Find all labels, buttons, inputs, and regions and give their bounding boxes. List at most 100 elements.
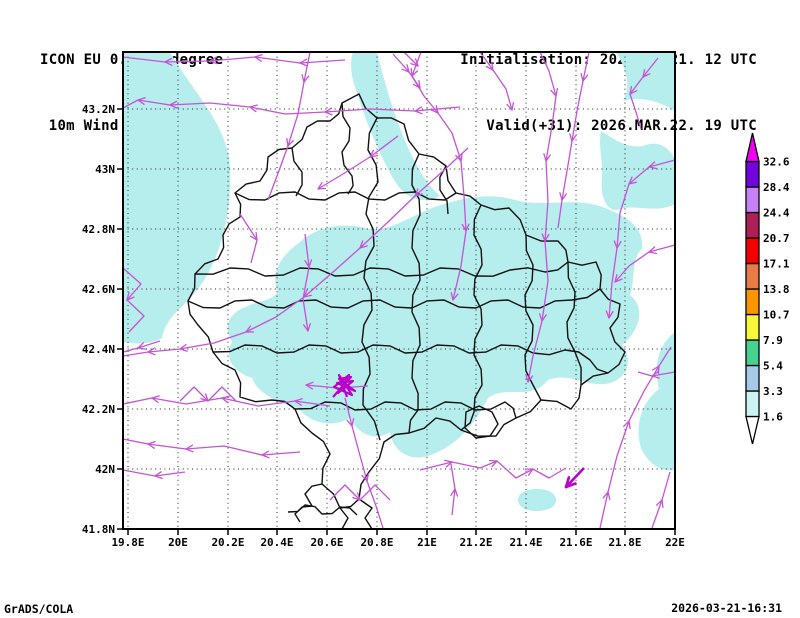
y-tick-label: 42.4N — [82, 343, 115, 356]
wind-arrowhead — [616, 240, 622, 249]
wind-arrowhead — [303, 75, 310, 83]
wind-arrowhead — [460, 152, 463, 162]
x-tick-label: 19.8E — [111, 536, 144, 549]
wind-arrowhead — [648, 161, 656, 168]
wind-arrowhead — [525, 374, 529, 383]
wind-arrowhead — [305, 381, 314, 386]
wind-arrowhead — [450, 292, 454, 301]
municipality-border — [464, 405, 499, 439]
wind-arrowhead — [411, 70, 419, 77]
streamline — [527, 51, 557, 383]
wind-arrowhead — [580, 73, 584, 82]
colorbar-level-label: 7.9 — [763, 334, 783, 347]
wind-arrowhead — [488, 459, 498, 462]
wind-arrowhead — [445, 461, 453, 468]
streamline — [403, 51, 419, 67]
municipality-border — [294, 401, 517, 419]
kosovo-outline — [187, 93, 626, 509]
wind-arrowhead — [346, 419, 353, 427]
wind-arrowhead — [613, 240, 618, 249]
wind-arrowhead — [261, 454, 270, 459]
wind-arrowhead — [648, 251, 658, 255]
wind-arrowhead — [571, 134, 578, 142]
wind-arrowhead — [444, 459, 453, 463]
neighbour-border — [339, 507, 349, 530]
streamline — [122, 438, 301, 456]
wind-arrowhead — [324, 107, 333, 113]
wind-arrowhead — [179, 343, 187, 350]
streamline — [122, 99, 461, 115]
x-tick-label: 20.6E — [310, 536, 343, 549]
y-tick-label: 41.8N — [82, 523, 115, 536]
streamline — [344, 397, 384, 529]
wind-arrowhead — [254, 53, 263, 58]
shaded-wind-regions — [123, 52, 675, 511]
streamline — [302, 233, 310, 332]
wind-arrowhead — [561, 193, 568, 201]
colorbar-level-label: 17.1 — [763, 258, 790, 271]
colorbar: 1.6 3.3 5.4 7.9 10.7 13.8 17.1 20.7 24.4 28.4 32.6 — [745, 132, 790, 445]
x-tick-label: 20E — [168, 536, 188, 549]
wind-arrowhead — [452, 293, 459, 301]
wind-arrowhead — [614, 274, 618, 283]
municipality-border — [212, 344, 609, 374]
wind-arrowhead — [126, 296, 135, 301]
wind-arrowhead — [607, 491, 611, 500]
colorbar-level-label: 5.4 — [763, 360, 783, 373]
colorbar-under-arrow — [745, 415, 760, 445]
colorbar-segment — [745, 364, 760, 392]
streamline — [479, 51, 513, 111]
admin-borders — [187, 93, 626, 530]
wind-arrowhead — [582, 74, 589, 82]
colorbar-segment — [745, 288, 760, 316]
streamline — [267, 51, 311, 201]
wind-streamlines — [122, 51, 676, 529]
wind-arrowhead — [154, 475, 163, 480]
municipality-border — [194, 261, 569, 277]
wind-arrowhead — [564, 476, 571, 489]
wind-arrowhead — [435, 105, 439, 114]
colorbar-level-label: 32.6 — [763, 156, 790, 169]
wind-arrowhead — [317, 182, 323, 190]
streamline — [614, 244, 676, 283]
wind-arrowhead — [286, 137, 289, 147]
wind-arrowhead — [608, 310, 614, 319]
colorbar-level-label: 10.7 — [763, 309, 790, 322]
wind-arrowhead — [414, 106, 423, 112]
wind-arrowhead — [544, 233, 550, 242]
wind-arrowhead — [543, 153, 547, 162]
neighbour-border — [287, 504, 358, 516]
streamline — [419, 460, 567, 479]
plot-frame — [122, 51, 676, 530]
wind-arrowhead — [410, 62, 419, 67]
x-tick-label: 21E — [417, 536, 437, 549]
shaded-region — [123, 52, 231, 344]
y-tick-label: 43N — [95, 163, 115, 176]
wind-arrowhead — [249, 104, 258, 108]
wind-arrowhead — [527, 468, 534, 476]
wind-arrowhead — [559, 192, 563, 201]
wind-arrowhead — [147, 443, 155, 449]
wind-arrowhead — [249, 106, 257, 113]
wind-arrowhead — [485, 65, 494, 71]
wind-arrowhead — [414, 193, 423, 197]
y-tick-label: 42N — [95, 463, 115, 476]
colorbar-level-label: 20.7 — [763, 232, 790, 245]
wind-arrowhead — [245, 325, 252, 333]
municipality-border — [460, 204, 483, 431]
shaded-region — [638, 332, 675, 471]
streamline — [651, 471, 671, 529]
colorbar-level-label: 1.6 — [763, 411, 783, 424]
wind-arrowhead — [629, 85, 633, 95]
wind-arrowhead — [301, 74, 305, 83]
wind-arrowhead — [414, 110, 423, 115]
wind-arrowhead — [412, 83, 421, 89]
wind-arrowhead — [299, 62, 308, 67]
wind-arrowhead — [185, 444, 194, 450]
wind-arrowhead — [545, 154, 552, 162]
valid-label: Valid(+31): 2026.MAR.22. 19 UTC — [486, 118, 757, 134]
colorbar-segment — [745, 390, 760, 418]
wind-arrowhead — [414, 58, 419, 67]
municipality-border — [524, 234, 542, 401]
